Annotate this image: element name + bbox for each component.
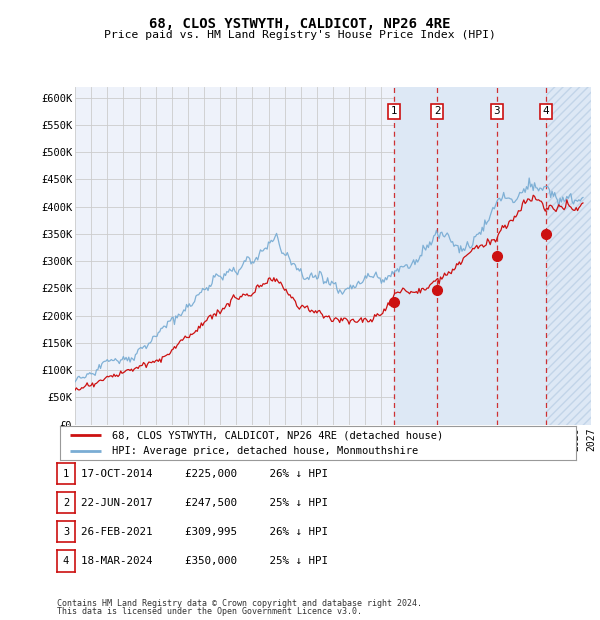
Text: 17-OCT-2014     £225,000     26% ↓ HPI: 17-OCT-2014 £225,000 26% ↓ HPI <box>81 469 328 479</box>
Text: 2: 2 <box>63 498 69 508</box>
Text: 1: 1 <box>391 106 397 117</box>
Text: 18-MAR-2024     £350,000     25% ↓ HPI: 18-MAR-2024 £350,000 25% ↓ HPI <box>81 556 328 566</box>
Text: HPI: Average price, detached house, Monmouthshire: HPI: Average price, detached house, Monm… <box>112 446 418 456</box>
Text: This data is licensed under the Open Government Licence v3.0.: This data is licensed under the Open Gov… <box>57 607 362 616</box>
Text: 22-JUN-2017     £247,500     25% ↓ HPI: 22-JUN-2017 £247,500 25% ↓ HPI <box>81 498 328 508</box>
Text: 68, CLOS YSTWYTH, CALDICOT, NP26 4RE: 68, CLOS YSTWYTH, CALDICOT, NP26 4RE <box>149 17 451 32</box>
Text: 3: 3 <box>63 527 69 537</box>
Text: 68, CLOS YSTWYTH, CALDICOT, NP26 4RE (detached house): 68, CLOS YSTWYTH, CALDICOT, NP26 4RE (de… <box>112 430 443 440</box>
Text: 3: 3 <box>493 106 500 117</box>
Text: 2: 2 <box>434 106 440 117</box>
Bar <box>546 87 591 425</box>
Text: 4: 4 <box>542 106 550 117</box>
Text: Contains HM Land Registry data © Crown copyright and database right 2024.: Contains HM Land Registry data © Crown c… <box>57 598 422 608</box>
Bar <box>394 87 591 425</box>
Text: 1: 1 <box>63 469 69 479</box>
Text: Price paid vs. HM Land Registry's House Price Index (HPI): Price paid vs. HM Land Registry's House … <box>104 30 496 40</box>
Text: 26-FEB-2021     £309,995     26% ↓ HPI: 26-FEB-2021 £309,995 26% ↓ HPI <box>81 527 328 537</box>
Text: 4: 4 <box>63 556 69 566</box>
